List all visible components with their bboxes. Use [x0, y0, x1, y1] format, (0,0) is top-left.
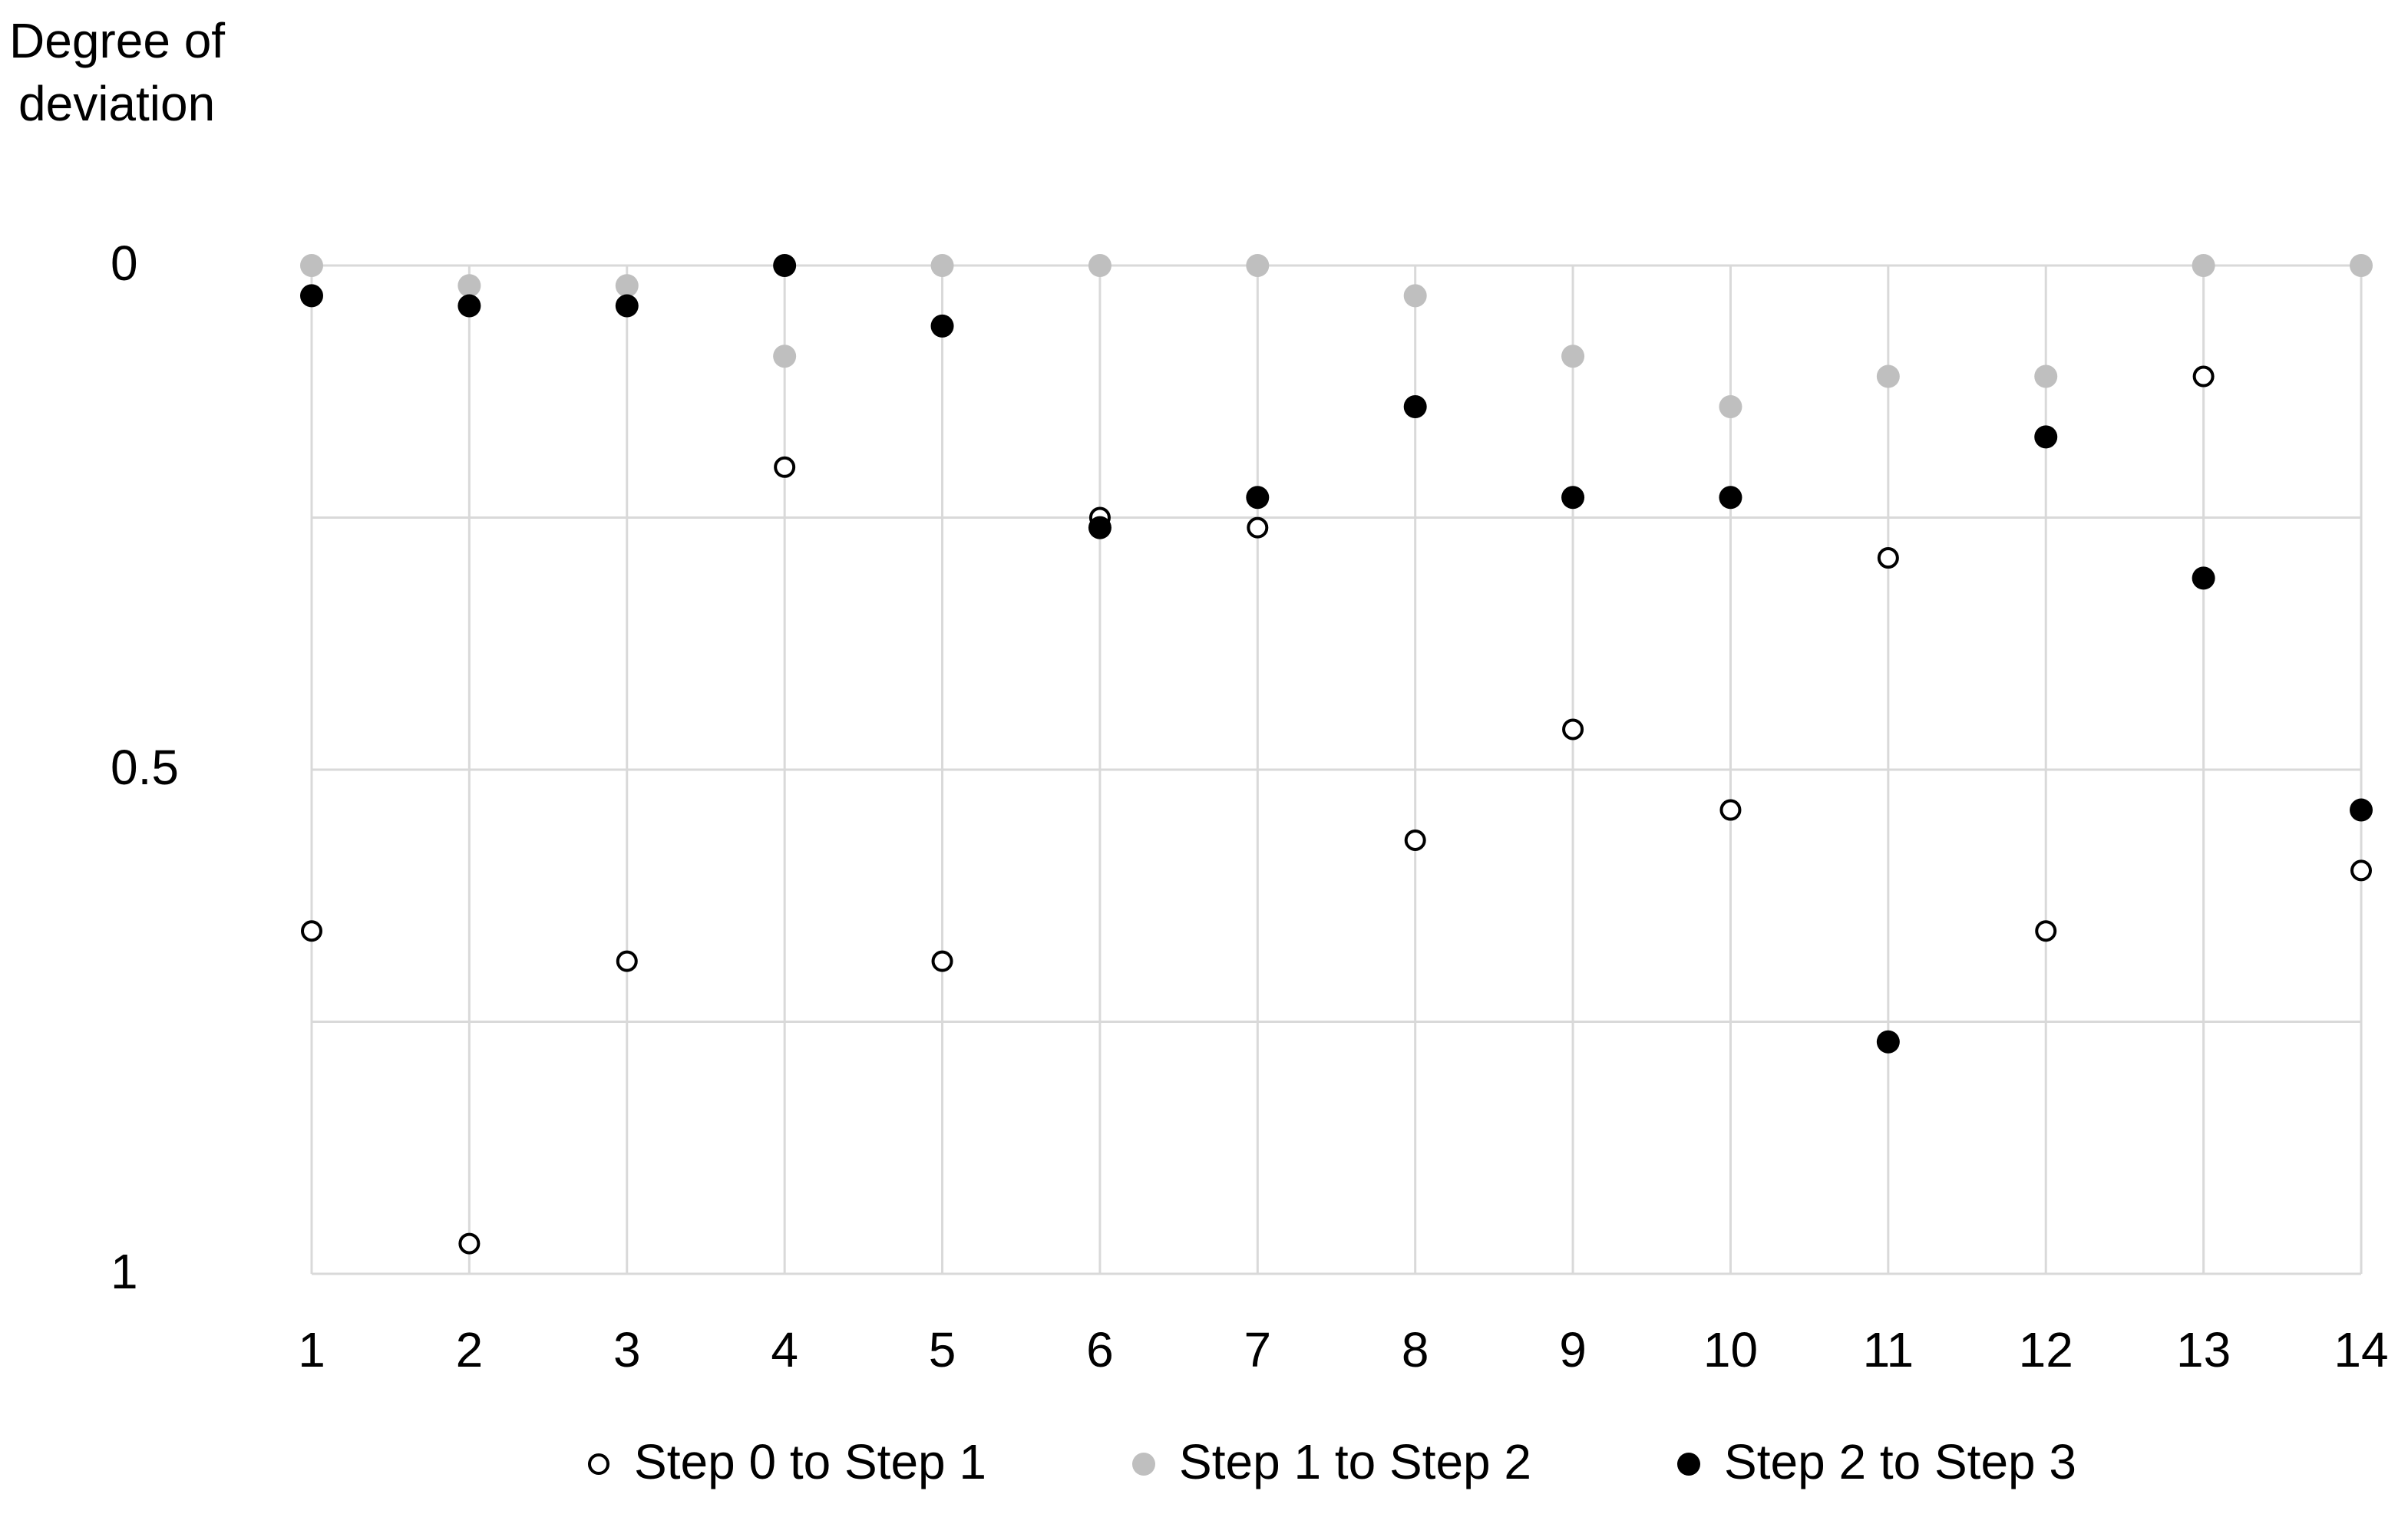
- x-tick-label: 11: [1863, 1322, 1914, 1377]
- marker: [300, 254, 323, 277]
- marker: [1877, 547, 1899, 569]
- marker: [1561, 345, 1585, 368]
- marker: [931, 950, 953, 972]
- marker: [2350, 254, 2373, 277]
- y-axis-title: Degree of: [9, 13, 225, 68]
- x-tick-label: 2: [456, 1322, 484, 1377]
- legend-marker: [1132, 1453, 1155, 1476]
- legend-marker: [1677, 1453, 1700, 1476]
- marker: [1876, 1030, 1900, 1054]
- marker: [457, 274, 481, 298]
- x-tick-label: 1: [298, 1322, 325, 1377]
- marker: [2035, 920, 2057, 942]
- marker: [2192, 254, 2215, 277]
- marker: [1719, 394, 1742, 418]
- marker: [1561, 486, 1585, 510]
- marker: [2034, 364, 2058, 388]
- x-tick-label: 3: [613, 1322, 641, 1377]
- marker: [616, 950, 638, 972]
- marker: [2350, 859, 2372, 882]
- y-tick-label: 0.5: [111, 740, 179, 795]
- y-tick-label: 1: [111, 1244, 138, 1299]
- marker: [457, 294, 481, 318]
- x-tick-label: 12: [2019, 1322, 2073, 1377]
- marker: [301, 920, 322, 942]
- x-tick-label: 9: [1559, 1322, 1587, 1377]
- marker: [1719, 486, 1742, 510]
- x-tick-label: 7: [1244, 1322, 1272, 1377]
- marker: [615, 294, 639, 318]
- x-tick-label: 8: [1402, 1322, 1429, 1377]
- legend-label: Step 1 to Step 2: [1179, 1434, 1531, 1489]
- legend-marker: [588, 1453, 609, 1475]
- marker: [2350, 798, 2373, 822]
- marker: [1246, 486, 1270, 510]
- marker: [2192, 566, 2215, 590]
- marker: [774, 456, 796, 478]
- marker: [930, 314, 954, 338]
- marker: [1719, 799, 1742, 821]
- x-tick-label: 10: [1703, 1322, 1758, 1377]
- marker: [773, 345, 797, 368]
- marker: [458, 1232, 481, 1255]
- x-tick-label: 14: [2334, 1322, 2388, 1377]
- marker: [930, 254, 954, 277]
- x-tick-label: 13: [2176, 1322, 2231, 1377]
- marker: [1404, 829, 1426, 851]
- legend-label: Step 2 to Step 3: [1724, 1434, 2076, 1489]
- y-axis-title: deviation: [18, 76, 215, 131]
- marker: [2034, 425, 2058, 449]
- marker: [1562, 718, 1584, 741]
- marker: [1088, 254, 1112, 277]
- marker: [1403, 394, 1427, 418]
- y-tick-label: 0: [111, 236, 138, 291]
- marker: [300, 284, 323, 308]
- marker: [615, 274, 639, 298]
- marker: [1247, 516, 1269, 539]
- x-tick-label: 5: [929, 1322, 956, 1377]
- marker: [1246, 254, 1270, 277]
- marker: [1403, 284, 1427, 308]
- marker: [2192, 365, 2215, 388]
- marker: [1876, 364, 1900, 388]
- legend-label: Step 0 to Step 1: [634, 1434, 986, 1489]
- x-tick-label: 6: [1086, 1322, 1114, 1377]
- x-tick-label: 4: [771, 1322, 798, 1377]
- marker: [1088, 516, 1112, 539]
- marker: [773, 254, 797, 277]
